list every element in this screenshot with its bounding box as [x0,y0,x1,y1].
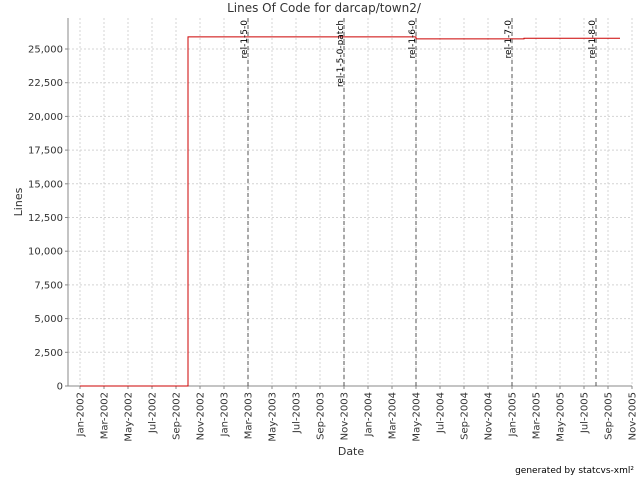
x-tick-label: Jan-2002 [76,392,87,437]
footer: generated by statcvs-xml² [515,466,634,476]
x-tick-label: May-2004 [412,392,423,442]
x-tick-label: Sep-2003 [316,392,327,440]
x-tick-label: Jul-2005 [580,392,591,434]
x-tick-label: Jul-2002 [148,392,159,434]
y-axis-label: Lines [12,187,25,216]
y-tick-label: 25,000 [28,45,63,56]
y-tick-label: 5,000 [34,314,63,325]
tag-label: rel-1-5-0-patch [336,20,346,87]
x-tick-label: Nov-2002 [196,392,207,440]
y-tick-label: 0 [57,382,63,393]
tag-label: rel-1-5-0 [240,20,250,59]
x-tick-label: Jan-2004 [364,392,375,437]
y-tick-label: 7,500 [34,280,63,291]
y-tick-label: 12,500 [28,213,63,224]
x-tick-label: Nov-2004 [484,392,495,440]
tag-label: rel-1-8-0 [588,20,598,59]
y-tick-label: 10,000 [28,247,63,258]
data-line [80,36,620,387]
x-tick-label: Mar-2003 [244,392,255,439]
x-tick-label: Sep-2005 [604,392,615,440]
x-tick-label: May-2003 [268,392,279,442]
x-tick-label: Sep-2004 [460,392,471,440]
x-axis-label: Date [338,445,365,458]
x-tick-label: Mar-2005 [532,392,543,439]
y-tick-label: 17,500 [28,146,63,157]
x-tick-label: Nov-2005 [628,392,639,440]
x-tick-label: Jul-2004 [436,392,447,434]
x-tick-label: May-2002 [124,392,135,442]
x-tick-label: Nov-2003 [340,392,351,440]
tag-label: rel-1-7-0 [504,20,514,59]
x-tick-label: Jul-2003 [292,392,303,434]
x-tick-label: Jan-2003 [220,392,231,437]
x-tick-label: May-2005 [556,392,567,442]
tag-label: rel-1-6-0 [408,20,418,59]
x-tick-label: Mar-2004 [388,392,399,439]
y-tick-label: 15,000 [28,179,63,190]
y-tick-label: 22,500 [28,78,63,89]
x-tick-label: Mar-2002 [100,392,111,439]
x-tick-label: Sep-2002 [172,392,183,440]
x-tick-label: Jan-2005 [508,392,519,437]
y-tick-label: 2,500 [34,348,63,359]
chart-title: Lines Of Code for darcap/town2/ [227,1,422,15]
y-tick-label: 20,000 [28,112,63,123]
